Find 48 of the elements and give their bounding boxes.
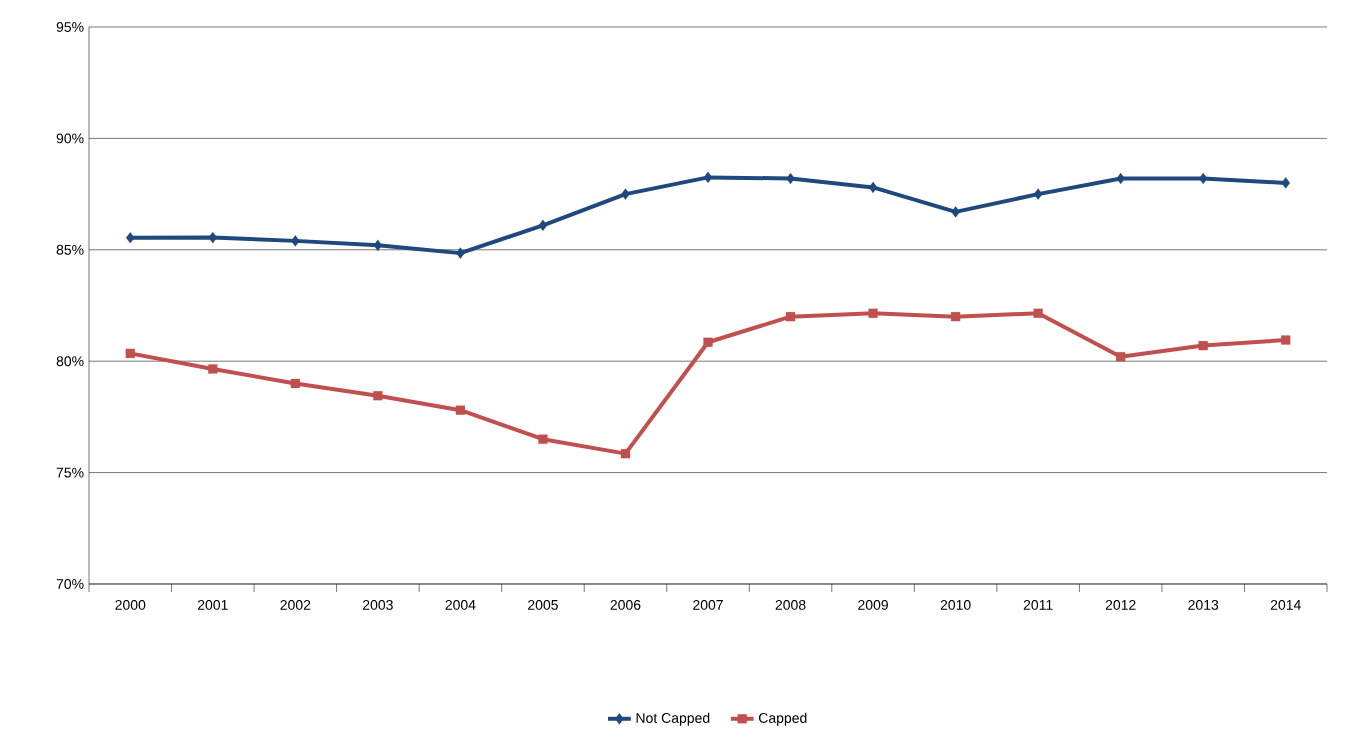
point bbox=[290, 378, 300, 389]
x-tick-label: 2013 bbox=[1188, 599, 1219, 610]
point bbox=[125, 348, 135, 359]
point bbox=[538, 219, 548, 231]
x-tick-label: 2005 bbox=[528, 599, 558, 610]
legend-label: Not Capped bbox=[636, 712, 710, 726]
point bbox=[621, 188, 630, 200]
x-tick-label: 2003 bbox=[363, 599, 393, 610]
x-tick-label: 2004 bbox=[445, 599, 476, 610]
point bbox=[950, 312, 961, 322]
x-tick-label: 2011 bbox=[1023, 599, 1053, 610]
point bbox=[373, 391, 383, 401]
point bbox=[291, 235, 300, 247]
point bbox=[1116, 352, 1126, 362]
x-tick-label: 2002 bbox=[280, 599, 311, 610]
x-tick-label: 2014 bbox=[1270, 599, 1301, 610]
legend-label: Capped bbox=[758, 712, 807, 726]
y-tick-label: 95% bbox=[56, 22, 84, 32]
point bbox=[951, 206, 960, 218]
point bbox=[703, 171, 713, 184]
x-tick-label: 2006 bbox=[610, 599, 641, 610]
x-tick-label: 2007 bbox=[693, 599, 723, 610]
point bbox=[785, 312, 796, 322]
y-tick-label: 90% bbox=[56, 133, 84, 144]
point bbox=[1198, 340, 1208, 351]
point bbox=[703, 337, 713, 347]
y-tick-label: 85% bbox=[56, 244, 84, 255]
point bbox=[126, 232, 135, 244]
x-tick-label: 2000 bbox=[115, 599, 146, 610]
point bbox=[456, 247, 465, 259]
point bbox=[208, 364, 218, 374]
point bbox=[538, 434, 548, 444]
point bbox=[620, 449, 631, 459]
point bbox=[1281, 177, 1291, 189]
point bbox=[868, 308, 878, 318]
point bbox=[1033, 188, 1043, 200]
x-tick-label: 2001 bbox=[197, 599, 228, 610]
point bbox=[373, 239, 383, 252]
point bbox=[1281, 335, 1291, 345]
point bbox=[1033, 308, 1043, 318]
point bbox=[455, 405, 466, 415]
y-tick-label: 80% bbox=[56, 356, 84, 367]
y-tick-label: 75% bbox=[56, 467, 84, 478]
x-tick-label: 2009 bbox=[858, 599, 888, 610]
y-tick-label: 70% bbox=[56, 579, 84, 589]
x-tick-label: 2010 bbox=[940, 599, 971, 610]
x-tick-label: 2008 bbox=[775, 599, 806, 610]
x-tick-label: 2012 bbox=[1105, 599, 1136, 610]
